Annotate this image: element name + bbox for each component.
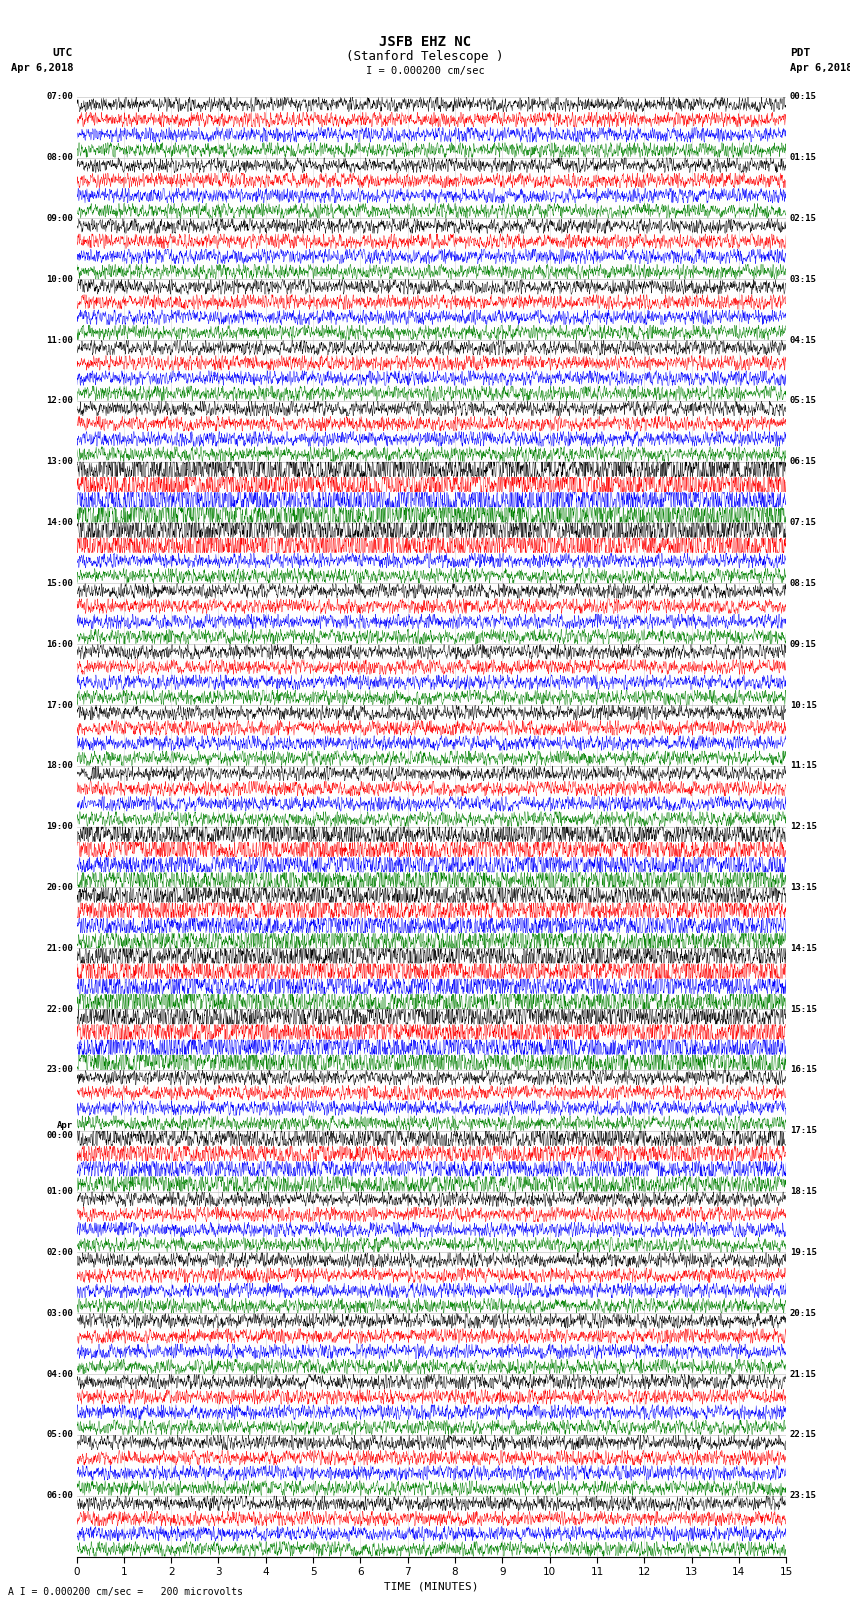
Text: 00:15: 00:15 [790, 92, 817, 102]
Text: 04:15: 04:15 [790, 336, 817, 345]
Text: 08:00: 08:00 [46, 153, 73, 161]
Text: 05:00: 05:00 [46, 1431, 73, 1439]
Text: 07:00: 07:00 [46, 92, 73, 102]
Text: 20:00: 20:00 [46, 882, 73, 892]
Text: A I = 0.000200 cm/sec =   200 microvolts: A I = 0.000200 cm/sec = 200 microvolts [8, 1587, 243, 1597]
Text: 06:00: 06:00 [46, 1492, 73, 1500]
Text: 21:15: 21:15 [790, 1369, 817, 1379]
Text: (Stanford Telescope ): (Stanford Telescope ) [346, 50, 504, 63]
Text: Apr 6,2018: Apr 6,2018 [790, 63, 850, 73]
Text: 14:15: 14:15 [790, 944, 817, 953]
Text: Apr 6,2018: Apr 6,2018 [10, 63, 73, 73]
Text: 11:15: 11:15 [790, 761, 817, 771]
Text: 17:00: 17:00 [46, 700, 73, 710]
Text: 08:15: 08:15 [790, 579, 817, 587]
Text: 16:00: 16:00 [46, 640, 73, 648]
Text: PDT: PDT [790, 48, 810, 58]
Text: Apr
00:00: Apr 00:00 [46, 1121, 73, 1140]
Text: 22:15: 22:15 [790, 1431, 817, 1439]
Text: 03:15: 03:15 [790, 274, 817, 284]
Text: 05:15: 05:15 [790, 397, 817, 405]
Text: 21:00: 21:00 [46, 944, 73, 953]
Text: 13:15: 13:15 [790, 882, 817, 892]
Text: I = 0.000200 cm/sec: I = 0.000200 cm/sec [366, 66, 484, 76]
Text: 23:00: 23:00 [46, 1066, 73, 1074]
Text: UTC: UTC [53, 48, 73, 58]
Text: 01:00: 01:00 [46, 1187, 73, 1197]
Text: 12:00: 12:00 [46, 397, 73, 405]
Text: 15:15: 15:15 [790, 1005, 817, 1013]
Text: 02:15: 02:15 [790, 215, 817, 223]
Text: 09:15: 09:15 [790, 640, 817, 648]
Text: 10:15: 10:15 [790, 700, 817, 710]
Text: 04:00: 04:00 [46, 1369, 73, 1379]
Text: 12:15: 12:15 [790, 823, 817, 831]
Text: 01:15: 01:15 [790, 153, 817, 161]
Text: 11:00: 11:00 [46, 336, 73, 345]
Text: 13:00: 13:00 [46, 456, 73, 466]
Text: 09:00: 09:00 [46, 215, 73, 223]
Text: 22:00: 22:00 [46, 1005, 73, 1013]
X-axis label: TIME (MINUTES): TIME (MINUTES) [384, 1581, 479, 1590]
Text: 15:00: 15:00 [46, 579, 73, 587]
Text: 20:15: 20:15 [790, 1308, 817, 1318]
Text: 02:00: 02:00 [46, 1248, 73, 1257]
Text: 18:00: 18:00 [46, 761, 73, 771]
Text: 17:15: 17:15 [790, 1126, 817, 1136]
Text: 06:15: 06:15 [790, 456, 817, 466]
Text: 19:15: 19:15 [790, 1248, 817, 1257]
Text: 19:00: 19:00 [46, 823, 73, 831]
Text: 18:15: 18:15 [790, 1187, 817, 1197]
Text: 07:15: 07:15 [790, 518, 817, 527]
Text: JSFB EHZ NC: JSFB EHZ NC [379, 35, 471, 48]
Text: 03:00: 03:00 [46, 1308, 73, 1318]
Text: 23:15: 23:15 [790, 1492, 817, 1500]
Text: 10:00: 10:00 [46, 274, 73, 284]
Text: 14:00: 14:00 [46, 518, 73, 527]
Text: 16:15: 16:15 [790, 1066, 817, 1074]
